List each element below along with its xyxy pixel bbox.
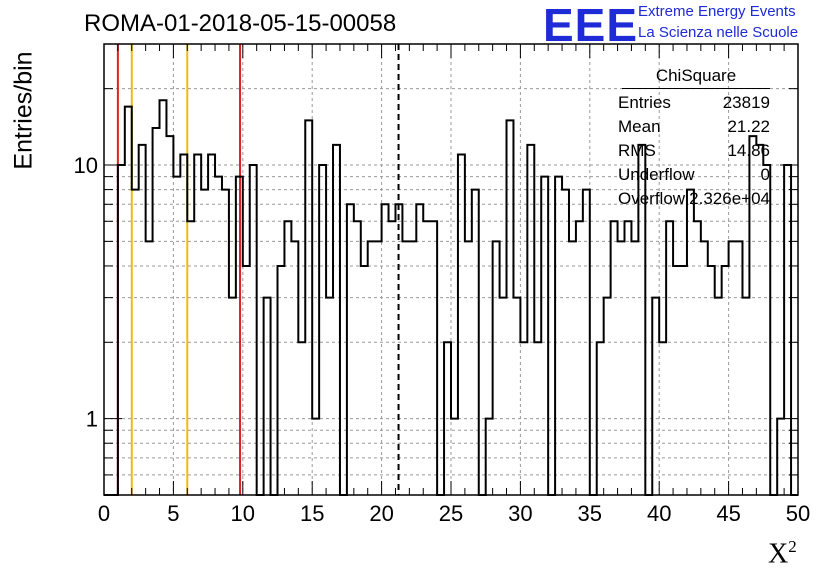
- stats-key: Entries: [618, 93, 671, 112]
- stats-row-mean: Mean 21.22: [612, 115, 778, 139]
- stats-key: Mean: [618, 117, 661, 136]
- x-tick-label: 0: [98, 501, 110, 526]
- y-tick-label: 10: [74, 153, 98, 178]
- stats-box: ChiSquare Entries 23819 Mean 21.22 RMS 1…: [612, 66, 778, 211]
- chart-title: ROMA-01-2018-05-15-00058: [84, 10, 397, 37]
- stats-key: Overflow: [618, 189, 686, 208]
- x-tick-label: 10: [231, 501, 255, 526]
- x-axis-label: X2: [768, 537, 797, 570]
- stats-row-overflow: Overflow 2.326e+04: [612, 187, 778, 211]
- histogram-series: [104, 99, 798, 496]
- stats-value: 0: [760, 165, 770, 184]
- stats-key: RMS: [618, 141, 656, 160]
- x-tick-label: 45: [716, 501, 740, 526]
- x-tick-label: 15: [300, 501, 324, 526]
- x-tick-label: 50: [786, 501, 810, 526]
- x-tick-label: 35: [578, 501, 602, 526]
- y-tick-labels: 1 10: [74, 153, 98, 432]
- stats-row-rms: RMS 14.86: [612, 139, 778, 163]
- brand-line-2: La Scienza nelle Scuole: [638, 24, 799, 41]
- x-tick-label: 40: [647, 501, 671, 526]
- y-axis-label: Entries/bin: [9, 51, 38, 170]
- x-tick-labels: 0 5 10 15 20 25 30 35 40 45 50: [98, 501, 810, 526]
- y-tick-label: 1: [86, 407, 98, 432]
- brand-line-1: Extreme Energy Events: [638, 3, 796, 20]
- eee-logo: EEE: [543, 0, 639, 51]
- x-tick-label: 5: [167, 501, 179, 526]
- stats-value: 21.22: [727, 117, 770, 136]
- stats-value: 23819: [722, 93, 770, 112]
- x-tick-label: 20: [369, 501, 393, 526]
- stats-title: ChiSquare: [622, 66, 770, 89]
- axis-ticks: [103, 44, 799, 495]
- stats-value: 14.86: [727, 141, 770, 160]
- x-tick-label: 30: [508, 501, 532, 526]
- stats-key: Underflow: [618, 165, 695, 184]
- x-tick-label: 25: [439, 501, 463, 526]
- stats-value: 2.326e+04: [689, 189, 770, 208]
- stats-row-underflow: Underflow 0: [612, 163, 778, 187]
- stats-row-entries: Entries 23819: [612, 91, 778, 115]
